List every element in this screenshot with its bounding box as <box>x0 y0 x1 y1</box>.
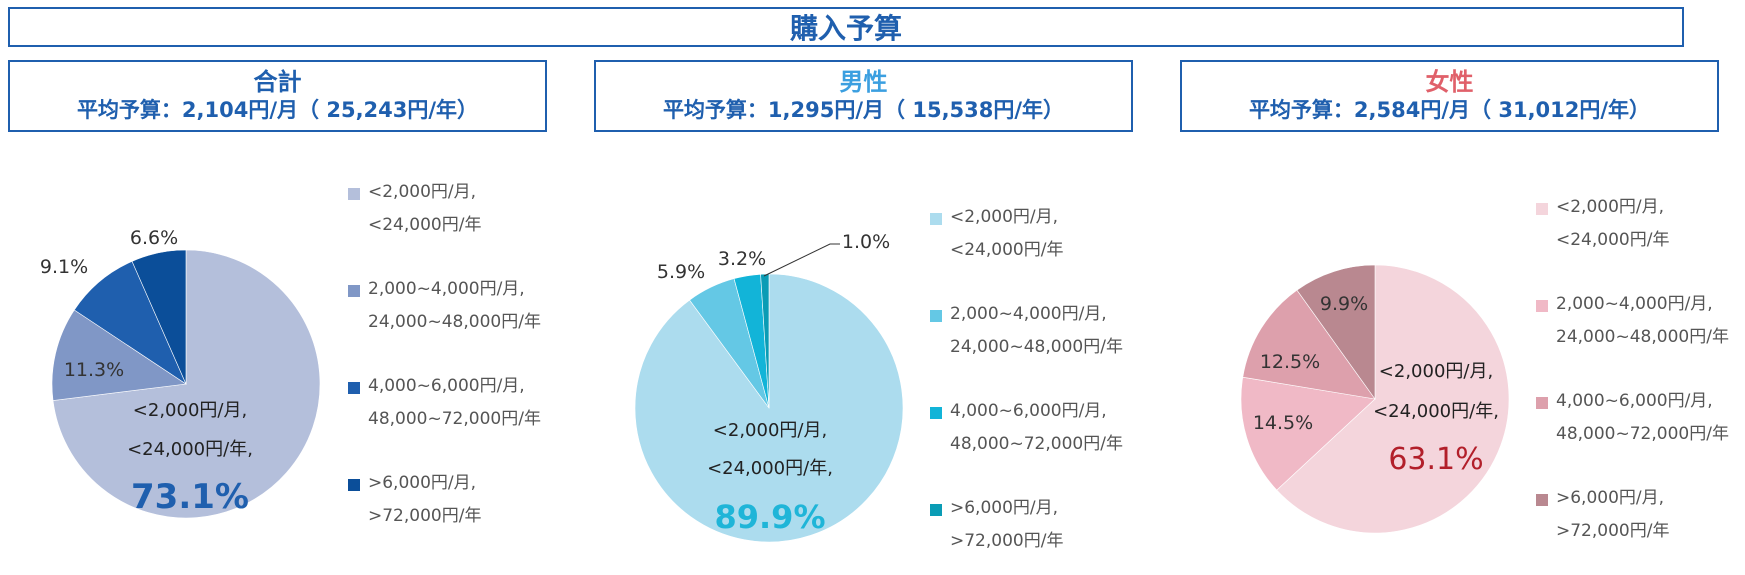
legend-label-line-2: 24,000~48,000円/年 <box>950 337 1123 357</box>
panel-average: 平均予算：2,584円/月（ 31,012円/年） <box>1248 98 1651 122</box>
legend-swatch <box>1536 300 1548 312</box>
legend-label-line-1: 2,000~4,000円/月, <box>368 279 525 299</box>
legend-label-line-1: 4,000~6,000円/月, <box>368 376 525 396</box>
legend-swatch <box>1536 494 1548 506</box>
slice-label: 9.1% <box>40 256 88 278</box>
legend-label-line-1: <2,000円/月, <box>1556 197 1665 217</box>
chart-title: 購入予算 <box>8 7 1684 47</box>
legend-swatch <box>348 285 360 297</box>
legend-label-line-1: <2,000円/月, <box>368 182 477 202</box>
legend-label-line-2: >72,000円/年 <box>950 531 1064 551</box>
callout-percent: 89.9% <box>714 498 825 536</box>
slice-label: 11.3% <box>64 359 124 381</box>
legend-label-line-1: >6,000円/月, <box>950 498 1059 518</box>
legend-label-line-2: >72,000円/年 <box>368 506 482 526</box>
pie-slice-1 <box>1240 376 1376 491</box>
legend-label-line-2: <24,000円/年 <box>950 240 1064 260</box>
slice-label: 5.9% <box>657 261 705 283</box>
pie-slice-0 <box>1276 264 1510 534</box>
legend-swatch <box>930 504 942 516</box>
legend-label-line-1: 4,000~6,000円/月, <box>950 401 1107 421</box>
legend-label-line-1: 2,000~4,000円/月, <box>1556 294 1713 314</box>
legend-swatch <box>930 310 942 322</box>
legend-swatch <box>1536 397 1548 409</box>
callout-line-1: <2,000円/月, <box>1379 361 1493 382</box>
callout-percent: 63.1% <box>1388 442 1483 477</box>
slice-label: 12.5% <box>1260 351 1320 373</box>
legend-label-line-2: <24,000円/年 <box>368 215 482 235</box>
panel-average: 平均予算：1,295円/月（ 15,538円/年） <box>662 98 1065 122</box>
legend-swatch <box>930 213 942 225</box>
legend-label-line-1: <2,000円/月, <box>950 207 1059 227</box>
slice-label: 14.5% <box>1253 412 1313 434</box>
panel-header-female: 女性 平均予算：2,584円/月（ 31,012円/年） <box>1180 60 1719 132</box>
callout-line-1: <2,000円/月, <box>713 420 827 441</box>
legend-label-line-1: 2,000~4,000円/月, <box>950 304 1107 324</box>
pie-slice-1 <box>51 309 187 401</box>
leader-line <box>763 243 840 277</box>
callout-line-2: <24,000円/年, <box>707 458 833 479</box>
legend-label-line-2: 24,000~48,000円/年 <box>368 312 541 332</box>
panel-average: 平均予算：2,104円/月（ 25,243円/年） <box>76 98 479 122</box>
panel-title: 男性 <box>839 68 888 96</box>
pie-slice-3 <box>1296 264 1376 400</box>
pie-slice-3 <box>131 249 187 385</box>
panel-title: 女性 <box>1425 68 1474 96</box>
slice-label: 3.2% <box>718 248 766 270</box>
legend-swatch <box>1536 203 1548 215</box>
legend-label-line-1: >6,000円/月, <box>1556 488 1665 508</box>
legend-swatch <box>348 479 360 491</box>
legend-label-line-2: <24,000円/年 <box>1556 230 1670 250</box>
callout-percent: 73.1% <box>131 477 249 517</box>
legend-swatch <box>348 382 360 394</box>
legend-label-line-2: 48,000~72,000円/年 <box>1556 424 1729 444</box>
legend-swatch <box>930 407 942 419</box>
callout-line-2: <24,000円/年, <box>127 439 253 460</box>
legend-label-line-2: 24,000~48,000円/年 <box>1556 327 1729 347</box>
callout-line-2: <24,000円/年, <box>1373 401 1499 422</box>
legend-label-line-2: 48,000~72,000円/年 <box>368 409 541 429</box>
legend-swatch <box>348 188 360 200</box>
legend-label-line-2: >72,000円/年 <box>1556 521 1670 541</box>
slice-label: 6.6% <box>130 227 178 249</box>
pie-slice-2 <box>1242 289 1376 400</box>
panel-header-male: 男性 平均予算：1,295円/月（ 15,538円/年） <box>594 60 1133 132</box>
legend-label-line-1: >6,000円/月, <box>368 473 477 493</box>
panel-title: 合計 <box>253 68 302 96</box>
legend-label-line-1: 4,000~6,000円/月, <box>1556 391 1713 411</box>
legend-label-line-2: 48,000~72,000円/年 <box>950 434 1123 454</box>
panel-header-total: 合計 平均予算：2,104円/月（ 25,243円/年） <box>8 60 547 132</box>
slice-label: 1.0% <box>842 231 890 253</box>
slice-label: 9.9% <box>1320 293 1368 315</box>
callout-line-1: <2,000円/月, <box>133 400 247 421</box>
